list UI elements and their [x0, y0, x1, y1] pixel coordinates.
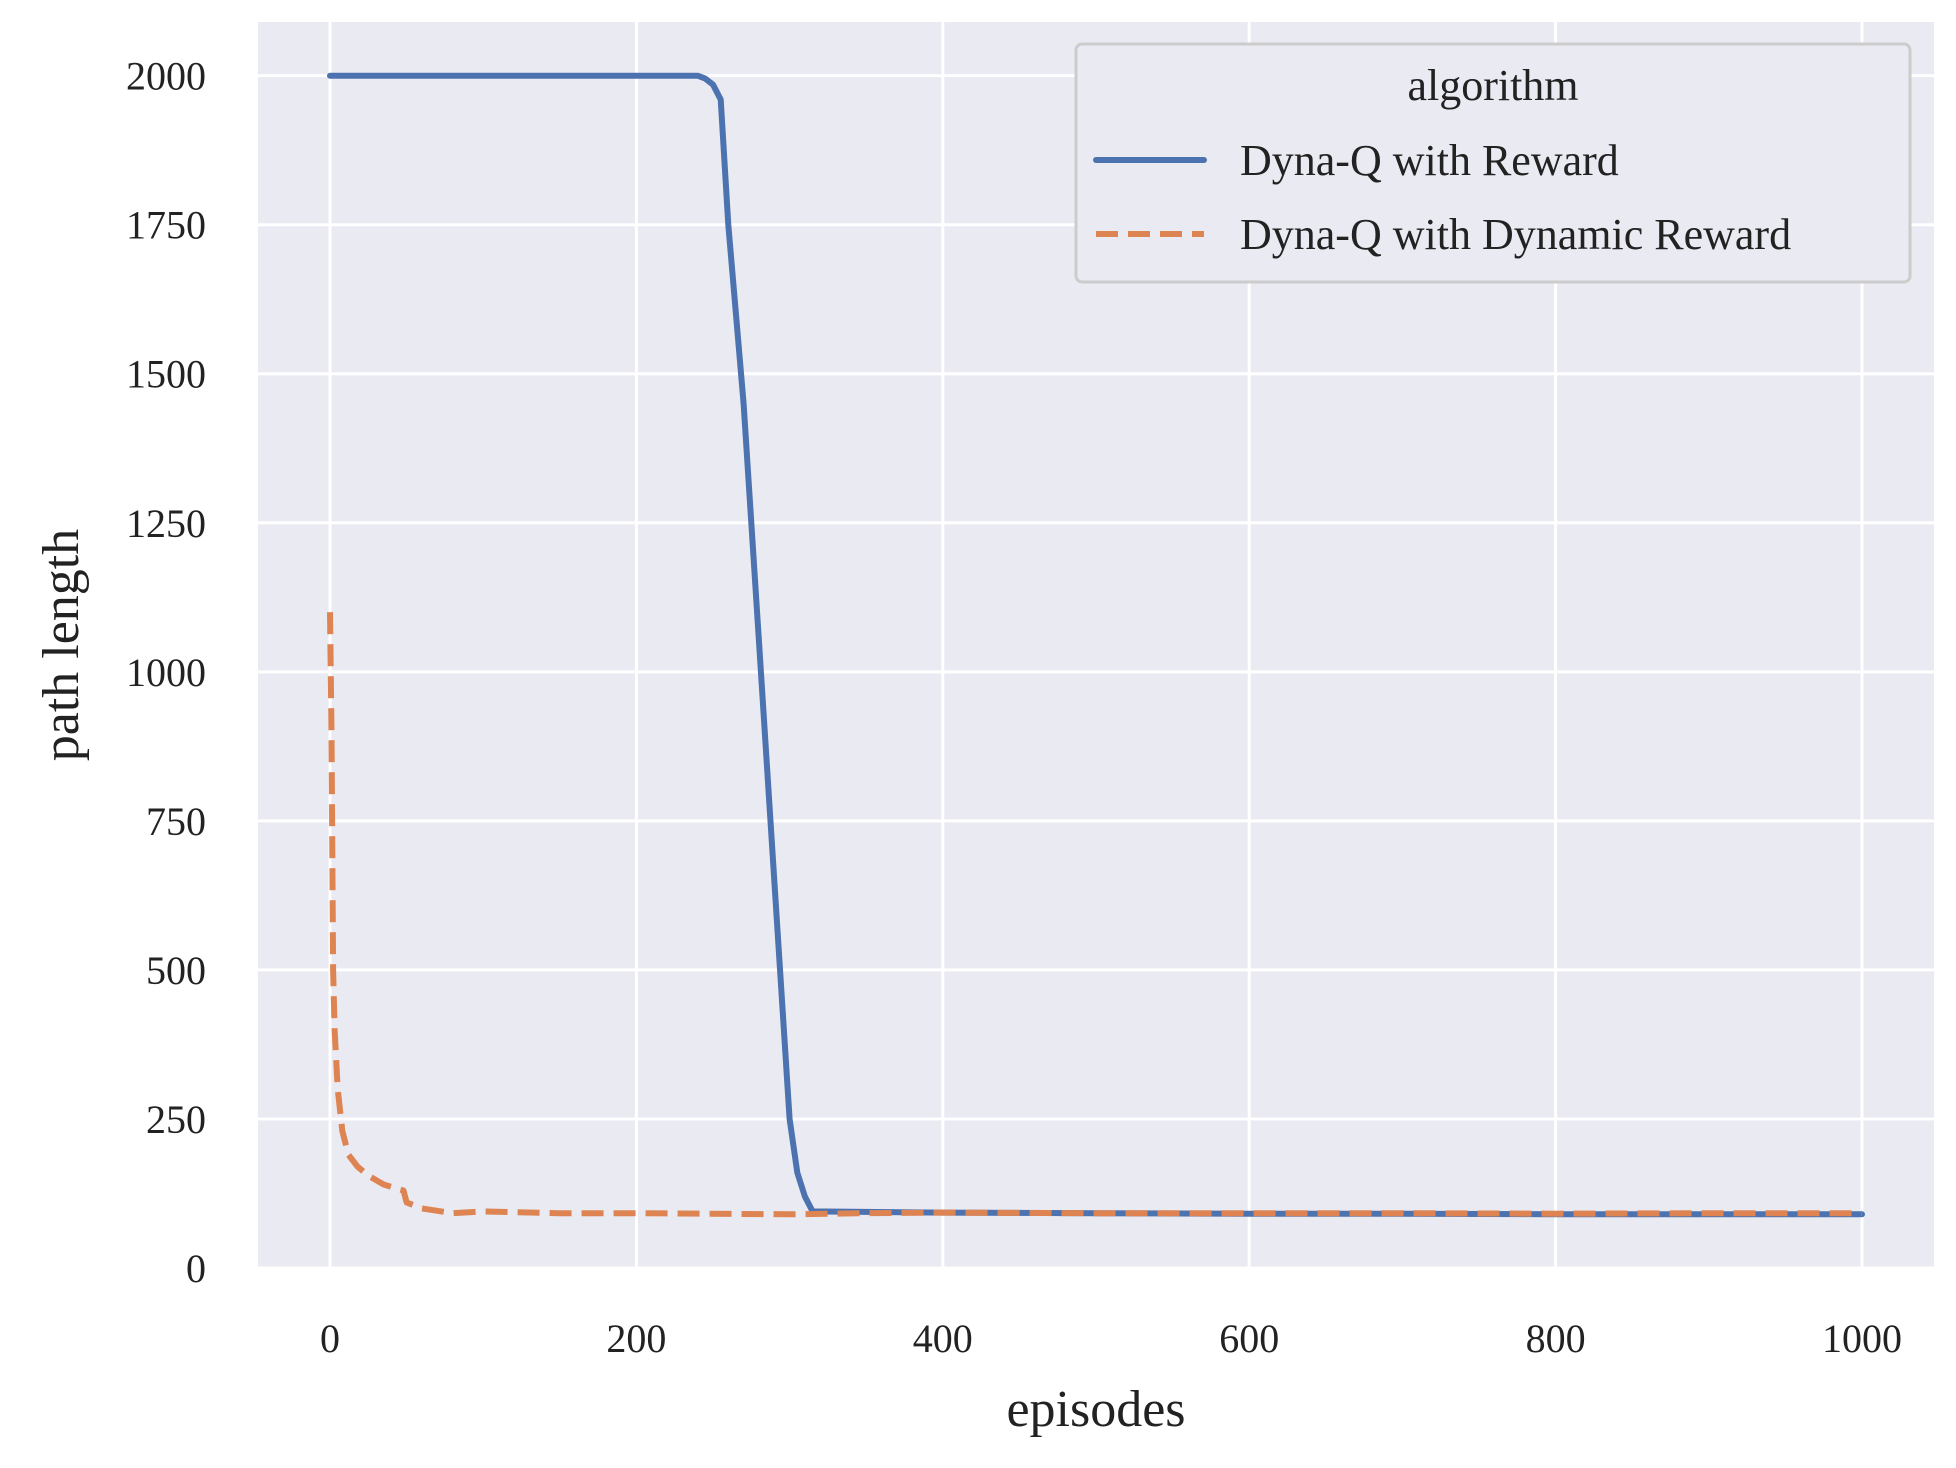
x-axis-label: episodes	[1006, 1381, 1185, 1438]
legend-box	[1074, 42, 1912, 284]
legend-title: algorithm	[1407, 61, 1578, 110]
y-tick-label: 1250	[126, 501, 206, 546]
legend-label-dyna-q-with-dynamic-reward: Dyna-Q with Dynamic Reward	[1240, 210, 1791, 259]
series-line-dyna-q-with-dynamic-reward	[327, 612, 1862, 1218]
x-tick-label: 1000	[1822, 1316, 1902, 1361]
y-tick-label: 1000	[126, 650, 206, 695]
y-tick-label: 1750	[126, 203, 206, 248]
y-tick-label: 2000	[126, 54, 206, 99]
x-tick-label: 200	[606, 1316, 666, 1361]
x-tick-label: 0	[320, 1316, 340, 1361]
y-tick-label: 1500	[126, 352, 206, 397]
x-tick-label: 400	[913, 1316, 973, 1361]
legend-label-dyna-q-with-reward: Dyna-Q with Reward	[1240, 136, 1619, 185]
y-axis-label: path length	[33, 529, 90, 762]
series-layer	[327, 72, 1865, 1218]
y-tick-label: 250	[146, 1097, 206, 1142]
x-tick-labels: 0 200 400 600 800 1000	[320, 1316, 1902, 1361]
x-tick-label: 600	[1219, 1316, 1279, 1361]
legend: algorithm Dyna-Q with Reward Dyna-Q with…	[1074, 42, 1912, 284]
y-tick-label: 750	[146, 799, 206, 844]
y-tick-label: 500	[146, 948, 206, 993]
y-tick-label: 0	[186, 1246, 206, 1291]
y-tick-labels: 0 250 500 750 1000 1250 1500 1750 2000	[126, 54, 206, 1291]
x-tick-label: 800	[1526, 1316, 1586, 1361]
